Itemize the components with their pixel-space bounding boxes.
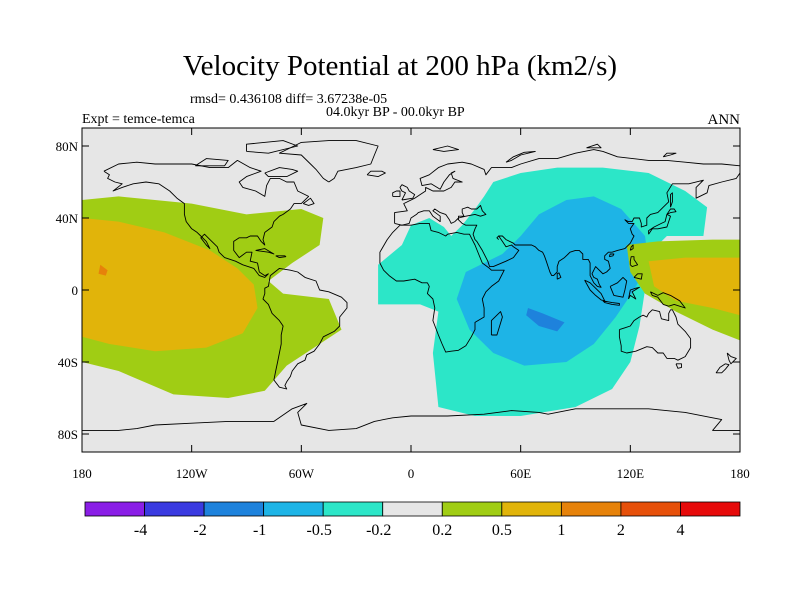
coastline-north-america [103, 159, 310, 278]
coastline-luzon [629, 256, 639, 268]
coastline-ireland [392, 190, 401, 197]
colorbar-box [322, 501, 384, 517]
coastline-sri-lanka [556, 272, 562, 280]
coastline-new-guinea [650, 291, 686, 309]
coastline-baffin [264, 167, 299, 178]
coastline-japan [648, 213, 671, 235]
coastline-nz-south [715, 363, 730, 374]
y-tick-label: 80S [58, 427, 78, 442]
coastline-hispaniola [275, 255, 287, 259]
x-tick-label: 0 [408, 466, 415, 481]
colorbar-box [620, 501, 681, 517]
period-label: 04.0kyr BP - 00.0kyr BP [326, 105, 465, 120]
axis-ticks: 180 120W 60W 0 60E 120E 180 80N 40N 0 40S 80S [56, 128, 750, 481]
stats-label: rmsd= 0.436108 diff= 3.67238e-05 [190, 92, 388, 107]
colorbar-label: -4 [134, 522, 147, 539]
colorbar-label: 0.2 [432, 522, 452, 539]
coastline-new-siberian [662, 152, 677, 158]
coastline-ellesmere [246, 140, 299, 154]
x-tick-label: 180 [72, 466, 92, 481]
coastline-severnaya-zemlya [586, 143, 602, 149]
colorbar-label: -0.2 [366, 522, 391, 539]
contour-pacific-positive-0.5 [82, 218, 258, 352]
contour-pacific-positive-1 [98, 264, 108, 276]
coastline-hainan [608, 253, 615, 258]
colorbar-label: 2 [617, 522, 625, 539]
coastline-taiwan [629, 244, 634, 251]
y-tick-label: 0 [72, 283, 79, 298]
colorbar: -4 -2 -1 -0.5 -0.2 0.2 0.5 1 2 4 [84, 501, 741, 539]
colorbar-box [441, 501, 503, 517]
colorbar-box [680, 501, 741, 517]
experiment-label: Expt = temce-temca [82, 112, 195, 127]
coastline-borneo [609, 276, 628, 298]
contour-wpac-positive-0.5 [648, 257, 740, 316]
chart-title: Velocity Potential at 200 hPa (km2/s) [182, 50, 618, 82]
coastlines [82, 140, 740, 431]
colorbar-box [144, 501, 205, 517]
coastline-sakhalin [670, 192, 673, 208]
coastline-victoria-island [195, 158, 229, 167]
colorbar-label: 1 [557, 522, 565, 539]
season-label: ANN [707, 112, 741, 128]
coastline-africa [379, 222, 505, 353]
coastline-mindanao [633, 273, 643, 280]
colorbar-box [263, 501, 324, 517]
colorbar-box [203, 501, 265, 517]
coastline-svalbard [432, 145, 459, 152]
coastline-sumatra [584, 279, 606, 302]
colorbar-label: 4 [676, 522, 684, 539]
coastline-greenland [278, 140, 379, 183]
x-tick-label: 60E [510, 466, 531, 481]
coastline-antarctica [82, 402, 740, 431]
colorbar-box [382, 501, 443, 517]
coastline-arabia-gulf-west [496, 235, 500, 240]
colorbar-label: -2 [193, 522, 206, 539]
colorbar-label: -0.5 [307, 522, 332, 539]
colorbar-box [84, 501, 145, 517]
coastline-eurasia [394, 149, 740, 288]
coastline-madagascar [490, 311, 503, 336]
contour-east-negative-0.5 [456, 196, 649, 366]
x-tick-label: 60W [289, 466, 315, 481]
colorbar-label: 0.5 [492, 522, 512, 539]
coastline-newfoundland [302, 197, 315, 206]
coastline-britain [399, 184, 416, 201]
y-tick-label: 40N [56, 211, 79, 226]
coastline-cuba [255, 248, 275, 255]
y-tick-label: 40S [58, 355, 78, 370]
coastline-java [602, 300, 620, 306]
colorbar-box [560, 501, 622, 517]
coastline-hokkaido [666, 208, 677, 215]
x-tick-label: 120W [176, 466, 209, 481]
x-tick-label: 120E [617, 466, 645, 481]
coastline-sulawesi [628, 286, 640, 300]
y-tick-label: 80N [56, 139, 79, 154]
contour-fills [82, 167, 740, 416]
coastline-nz-north [726, 352, 737, 365]
colorbar-label: -1 [253, 522, 266, 539]
coastline-australia [618, 309, 692, 361]
coastline-south-america [262, 267, 348, 390]
x-tick-label: 180 [730, 466, 750, 481]
coastline-tasmania [675, 363, 682, 369]
coastline-novaya-zemlya [505, 150, 536, 163]
contour-east-negative-1 [526, 308, 565, 332]
colorbar-box [501, 501, 562, 517]
coastline-iceland [366, 170, 386, 178]
